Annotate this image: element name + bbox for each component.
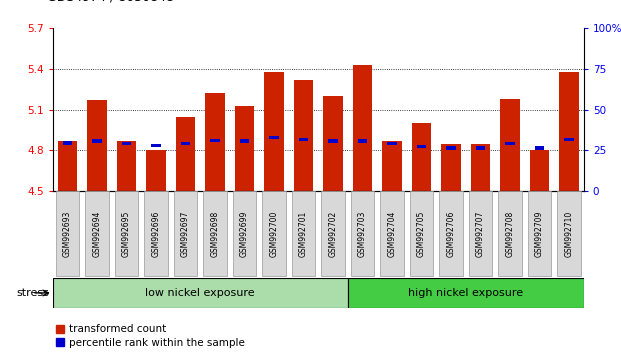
Text: GDS4974 / 8030848: GDS4974 / 8030848: [47, 0, 174, 4]
Bar: [270, 136, 279, 139]
Text: stress: stress: [17, 288, 50, 298]
FancyBboxPatch shape: [203, 191, 227, 276]
Bar: [265, 72, 284, 191]
Text: GSM992693: GSM992693: [63, 210, 72, 257]
Bar: [388, 142, 397, 145]
Bar: [122, 142, 131, 145]
Text: GSM992709: GSM992709: [535, 210, 544, 257]
Bar: [442, 144, 461, 191]
Text: GSM992698: GSM992698: [211, 211, 219, 257]
FancyBboxPatch shape: [56, 191, 79, 276]
FancyBboxPatch shape: [410, 191, 433, 276]
FancyBboxPatch shape: [53, 278, 348, 308]
Bar: [93, 139, 102, 143]
Text: GSM992704: GSM992704: [388, 210, 396, 257]
FancyBboxPatch shape: [380, 191, 404, 276]
Bar: [417, 145, 426, 148]
FancyBboxPatch shape: [498, 191, 522, 276]
FancyBboxPatch shape: [351, 191, 374, 276]
Bar: [446, 146, 456, 150]
FancyBboxPatch shape: [348, 278, 584, 308]
Bar: [476, 146, 485, 150]
Text: GSM992708: GSM992708: [505, 211, 514, 257]
Bar: [294, 80, 313, 191]
Text: high nickel exposure: high nickel exposure: [408, 288, 524, 298]
Text: GSM992703: GSM992703: [358, 210, 367, 257]
Bar: [353, 65, 372, 191]
FancyBboxPatch shape: [528, 191, 551, 276]
Text: GSM992697: GSM992697: [181, 210, 190, 257]
FancyBboxPatch shape: [85, 191, 109, 276]
FancyBboxPatch shape: [115, 191, 138, 276]
FancyBboxPatch shape: [233, 191, 256, 276]
Bar: [211, 139, 220, 142]
Text: GSM992696: GSM992696: [152, 210, 160, 257]
Bar: [176, 116, 195, 191]
FancyBboxPatch shape: [292, 191, 315, 276]
Bar: [560, 72, 579, 191]
Bar: [152, 144, 161, 147]
FancyBboxPatch shape: [174, 191, 197, 276]
FancyBboxPatch shape: [262, 191, 286, 276]
FancyBboxPatch shape: [144, 191, 168, 276]
Bar: [505, 142, 515, 145]
Text: GSM992699: GSM992699: [240, 210, 249, 257]
Bar: [240, 139, 249, 143]
Bar: [329, 139, 338, 143]
Bar: [147, 150, 166, 191]
Bar: [383, 141, 402, 191]
FancyBboxPatch shape: [557, 191, 581, 276]
FancyBboxPatch shape: [469, 191, 492, 276]
Bar: [88, 100, 107, 191]
Text: GSM992702: GSM992702: [329, 211, 337, 257]
Text: GSM992700: GSM992700: [270, 210, 278, 257]
Text: low nickel exposure: low nickel exposure: [145, 288, 255, 298]
Bar: [530, 150, 549, 191]
Text: GSM992707: GSM992707: [476, 210, 485, 257]
Bar: [535, 146, 544, 150]
Text: GSM992705: GSM992705: [417, 210, 426, 257]
Bar: [181, 142, 190, 145]
Text: GSM992695: GSM992695: [122, 210, 131, 257]
Bar: [471, 144, 490, 191]
Legend: transformed count, percentile rank within the sample: transformed count, percentile rank withi…: [52, 320, 250, 352]
Text: GSM992701: GSM992701: [299, 211, 308, 257]
Bar: [501, 99, 520, 191]
Text: GSM992710: GSM992710: [564, 211, 573, 257]
Bar: [358, 139, 367, 143]
FancyBboxPatch shape: [321, 191, 345, 276]
FancyBboxPatch shape: [439, 191, 463, 276]
Bar: [324, 96, 343, 191]
Bar: [117, 141, 136, 191]
Bar: [58, 141, 77, 191]
Bar: [564, 138, 574, 141]
Text: GSM992694: GSM992694: [93, 210, 101, 257]
Bar: [235, 105, 254, 191]
Bar: [63, 141, 72, 145]
Bar: [299, 138, 308, 141]
Bar: [206, 93, 225, 191]
Text: GSM992706: GSM992706: [446, 210, 455, 257]
Bar: [412, 123, 431, 191]
